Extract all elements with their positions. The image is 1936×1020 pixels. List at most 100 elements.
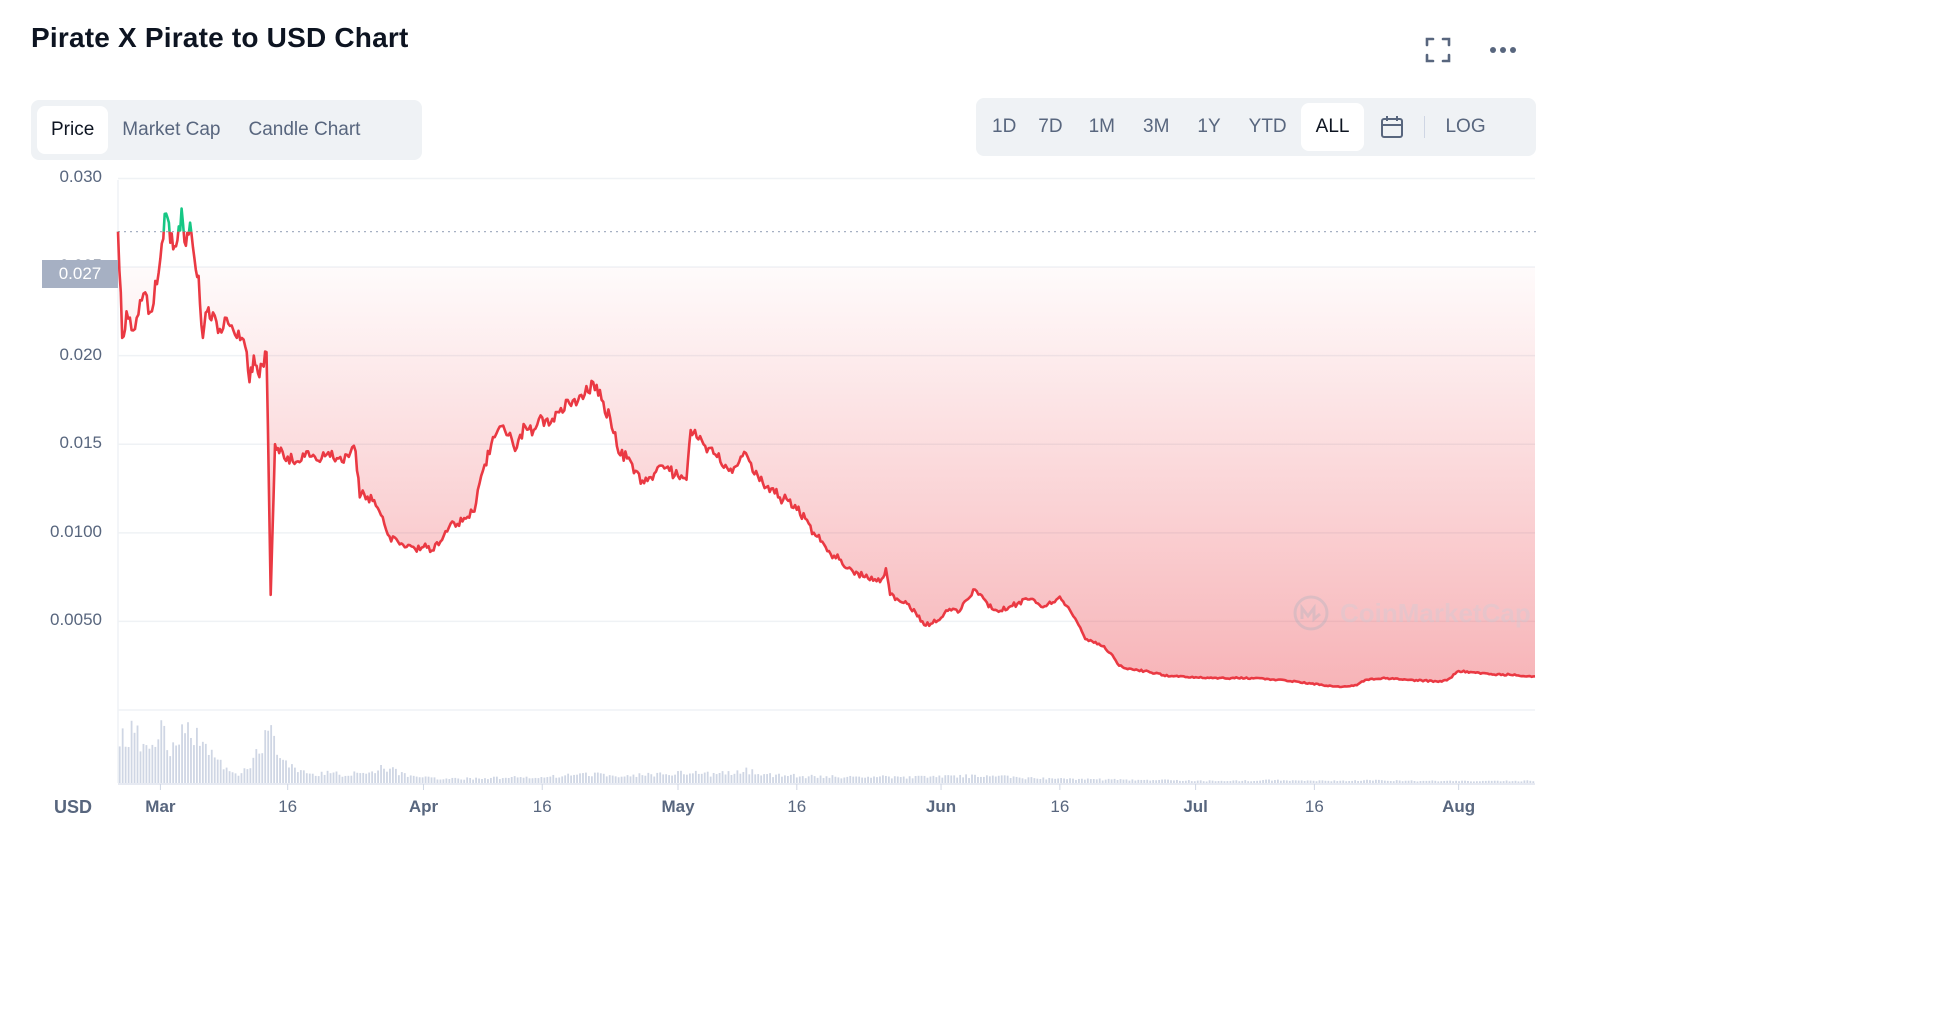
range-7d[interactable]: 7D xyxy=(1038,116,1063,137)
volume-bar xyxy=(953,775,956,783)
volume-bar xyxy=(207,754,210,783)
range-1m[interactable]: 1M xyxy=(1088,116,1115,137)
volume-bar xyxy=(1502,781,1505,783)
volume-bar xyxy=(487,779,489,783)
volume-bar xyxy=(314,775,317,783)
range-1y[interactable]: 1Y xyxy=(1197,116,1221,137)
volume-bar xyxy=(1131,779,1134,783)
volume-bar xyxy=(326,770,329,783)
volume-bar xyxy=(715,774,718,783)
volume-bar xyxy=(956,777,959,783)
range-ytd[interactable]: YTD xyxy=(1248,116,1287,137)
volume-bar xyxy=(991,775,994,783)
volume-bar xyxy=(623,776,626,783)
volume-bar xyxy=(1470,781,1472,783)
volume-bar xyxy=(1363,780,1365,783)
volume-bar xyxy=(982,776,985,783)
volume-bar xyxy=(1422,780,1425,783)
volume-bar xyxy=(1297,780,1300,783)
volume-bar xyxy=(546,777,549,783)
volume-bar xyxy=(629,776,632,783)
volume-bar xyxy=(237,775,240,783)
volume-bar xyxy=(1009,778,1012,783)
chart-type-tabs: Price Market Cap Candle Chart xyxy=(31,100,422,160)
tab-candle-chart[interactable]: Candle Chart xyxy=(248,119,361,140)
more-horizontal-icon xyxy=(1490,47,1516,53)
volume-bar xyxy=(730,774,733,783)
volume-bar xyxy=(1487,780,1490,783)
volume-bar xyxy=(807,776,810,783)
volume-bar xyxy=(1360,780,1362,783)
tab-price[interactable]: Price xyxy=(37,106,109,154)
volume-bar xyxy=(602,773,605,783)
volume-bar xyxy=(1030,777,1033,783)
volume-bar xyxy=(415,776,418,783)
volume-bar xyxy=(1226,781,1229,783)
volume-bar xyxy=(677,771,679,783)
volume-bar xyxy=(1386,780,1389,783)
volume-bar xyxy=(1321,780,1324,783)
volume-bar xyxy=(567,773,570,783)
volume-bar xyxy=(1140,779,1143,783)
volume-bar xyxy=(154,746,157,783)
volume-bar xyxy=(1446,780,1449,783)
volume-bar xyxy=(1003,775,1006,783)
volume-bar xyxy=(540,777,543,783)
volume-bar xyxy=(884,775,887,783)
volume-bar xyxy=(1164,779,1166,783)
range-1d[interactable]: 1D xyxy=(992,116,1017,137)
fullscreen-button[interactable] xyxy=(1422,34,1454,66)
volume-bar xyxy=(840,778,843,783)
volume-bar xyxy=(825,776,828,783)
volume-bar xyxy=(1366,779,1368,783)
volume-bar xyxy=(1122,779,1125,783)
volume-bar xyxy=(1256,780,1259,783)
volume-bar xyxy=(347,775,350,783)
volume-bar xyxy=(938,775,941,783)
volume-bar xyxy=(1048,777,1051,783)
volume-bar xyxy=(124,746,127,783)
x-tick-label: 16 xyxy=(787,797,807,816)
range-all[interactable]: ALL xyxy=(1300,103,1365,151)
volume-bar xyxy=(1187,780,1190,783)
volume-bar xyxy=(712,772,715,783)
volume-bar xyxy=(632,774,635,783)
volume-bar xyxy=(920,775,923,783)
tab-market-cap[interactable]: Market Cap xyxy=(122,119,221,140)
x-tick-label: Apr xyxy=(408,797,439,816)
calendar-button[interactable] xyxy=(1364,103,1420,151)
volume-bar xyxy=(255,749,258,783)
volume-bar xyxy=(1407,780,1410,783)
volume-bar xyxy=(1517,781,1520,783)
volume-bar xyxy=(1520,781,1523,783)
volume-bar xyxy=(1306,780,1309,783)
volume-bar xyxy=(947,775,950,783)
volume-bar xyxy=(409,775,412,783)
volume-bar xyxy=(1440,781,1443,783)
volume-bar xyxy=(121,728,124,783)
volume-bar xyxy=(1532,781,1535,783)
volume-bar xyxy=(1069,778,1071,783)
volume-bar xyxy=(1027,777,1030,783)
volume-bar xyxy=(855,776,858,783)
volume-bar xyxy=(1078,778,1080,783)
volume-bar xyxy=(1193,781,1196,783)
volume-bar xyxy=(691,773,694,783)
volume-bar xyxy=(795,777,798,783)
log-toggle[interactable]: LOG xyxy=(1445,116,1486,137)
volume-bar xyxy=(858,776,861,783)
volume-bar xyxy=(736,770,739,783)
volume-bar xyxy=(1176,779,1178,783)
volume-bar xyxy=(1098,778,1101,783)
volume-bar xyxy=(516,777,519,783)
volume-bar xyxy=(834,776,837,783)
watermark-text: CoinMarketCap xyxy=(1340,597,1531,628)
volume-bar xyxy=(1211,780,1214,783)
volume-bar xyxy=(1155,780,1158,783)
volume-bar xyxy=(686,774,688,783)
volume-bar xyxy=(923,775,926,783)
range-3m[interactable]: 3M xyxy=(1143,116,1170,137)
volume-bar xyxy=(427,776,430,783)
volume-bar xyxy=(579,773,581,783)
more-options-button[interactable] xyxy=(1487,34,1519,66)
